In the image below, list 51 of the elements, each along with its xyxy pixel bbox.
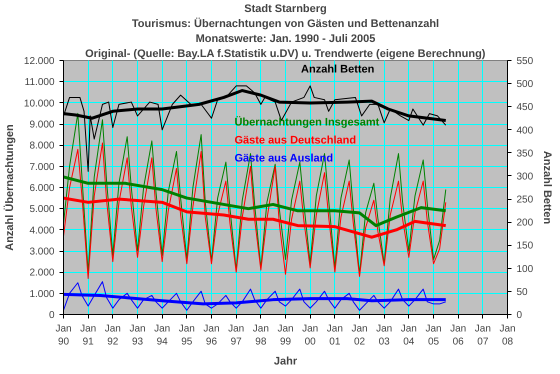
x-tick-label: Jan 90 xyxy=(55,324,72,348)
text: Monatswerte: Jan. 1990 - Juli 2005 xyxy=(196,33,376,45)
y-axis-title: Anzahl Übernachtungen xyxy=(2,124,16,251)
y-tick-label: 7.000 xyxy=(29,162,55,173)
x-tick-label: Jan 94 xyxy=(154,324,170,348)
y2-tick-label: 200 xyxy=(516,218,534,229)
x-tick-label: Jan 02 xyxy=(351,324,368,348)
y2-tick-label: 400 xyxy=(516,125,534,136)
y-tick-label: 9.000 xyxy=(29,120,55,130)
x-tick-label: Jan 07 xyxy=(474,324,491,348)
y2-tick-label: 150 xyxy=(516,240,534,252)
y-tick-label: 1.000 xyxy=(29,288,55,300)
x-axis-title: Jahr xyxy=(274,356,298,368)
chart-subtitle: Tourismus: Übernachtungen von Gästen und Bettenanzahl xyxy=(132,17,440,30)
y-tick-label: 0 xyxy=(48,310,55,321)
y-tick-label: 12.000 xyxy=(24,56,55,67)
x-tick-label: Jan 96 xyxy=(203,324,220,348)
x-tick-label: Jan 98 xyxy=(252,324,269,348)
chart-title: Stadt Starnberg xyxy=(244,3,327,15)
x-tick-label: Jan 04 xyxy=(400,324,417,348)
y2-tick-label: 500 xyxy=(516,79,534,90)
y-tick-label: 10.000 xyxy=(24,98,55,110)
y2-tick-label: 250 xyxy=(516,194,534,206)
y2-axis-title: Anzahl Betten xyxy=(541,150,554,224)
x-tick-label: Jan 03 xyxy=(376,324,392,348)
y2-tick-label: 100 xyxy=(516,264,534,275)
y-tick-label: 3.000 xyxy=(29,246,55,258)
y-tick-label: 8.000 xyxy=(29,140,55,152)
x-tick-label: Jan 93 xyxy=(129,324,146,348)
y2-tick-label: 0 xyxy=(516,310,522,321)
y2-tick-label: 550 xyxy=(516,56,534,67)
y2-tick-label: 300 xyxy=(516,171,534,182)
x-tick-label: Jan 05 xyxy=(425,324,442,348)
x-tick-label: Jan 08 xyxy=(499,324,516,348)
text: Original- (Quelle: Bay.LA f.Statistik u.DV) u. Trendwerte (eigene Berechnung) xyxy=(85,48,486,60)
y-tick-label: 4.000 xyxy=(29,225,55,236)
x-tick-label: Jan 00 xyxy=(302,324,318,348)
y2-tick-label: 350 xyxy=(516,148,534,160)
y-tick-label: 11.000 xyxy=(24,77,55,88)
y-tick-label: 5.000 xyxy=(29,204,55,216)
x-tick-label: Jan 06 xyxy=(450,324,466,348)
x-tick-label: Jan 01 xyxy=(326,324,343,348)
y-tick-label: 6.000 xyxy=(29,183,55,194)
y-tick-label: 2.000 xyxy=(29,268,55,279)
y2-tick-label: 450 xyxy=(516,102,534,114)
x-tick-label: Jan 99 xyxy=(277,324,294,348)
x-tick-label: Jan 91 xyxy=(80,324,96,348)
x-tick-label: Jan 95 xyxy=(178,324,195,348)
x-tick-label: Jan 92 xyxy=(104,324,121,348)
x-tick-label: Jan 97 xyxy=(228,324,244,348)
y2-tick-label: 50 xyxy=(516,286,528,298)
